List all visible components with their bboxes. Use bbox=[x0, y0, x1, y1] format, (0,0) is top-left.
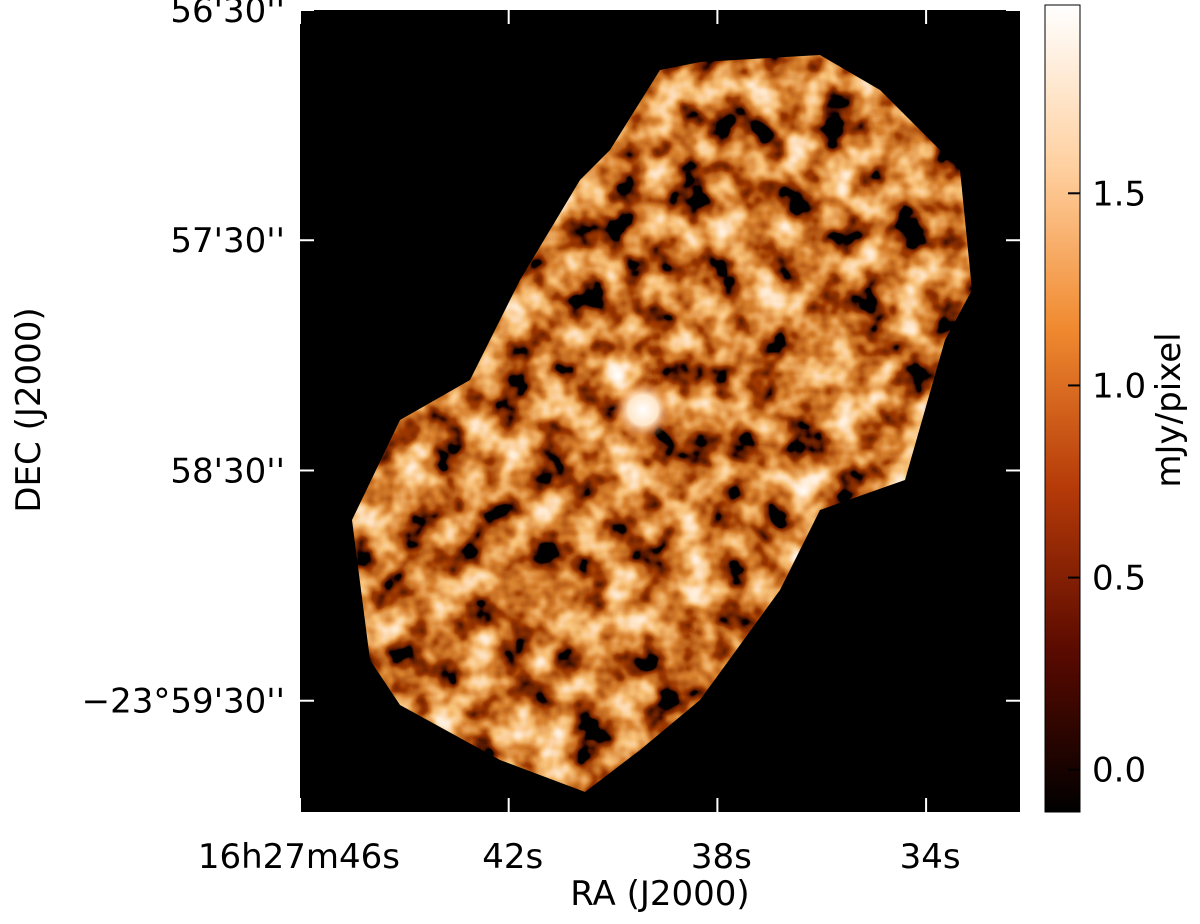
y-tick-label: −23°59'30'' bbox=[82, 682, 285, 722]
point-source bbox=[613, 380, 673, 440]
colorbar-tick-label: 0.5 bbox=[1092, 559, 1146, 599]
x-tick-label: 42s bbox=[482, 837, 543, 877]
y-tick-label: 58'30'' bbox=[170, 451, 285, 491]
y-tick-label: 56'30'' bbox=[170, 0, 285, 31]
x-tick-label: 38s bbox=[691, 837, 752, 877]
y-axis-title: DEC (J2000) bbox=[9, 307, 49, 512]
colorbar-title: mJy/pixel bbox=[1149, 332, 1189, 487]
colorbar-tick-label: 0.0 bbox=[1092, 751, 1146, 791]
colorbar-tick-label: 1.0 bbox=[1092, 366, 1146, 406]
x-axis-title: RA (J2000) bbox=[570, 874, 749, 914]
y-tick-label: 57'30'' bbox=[170, 221, 285, 261]
x-tick-label: 34s bbox=[900, 837, 961, 877]
colorbar bbox=[1044, 4, 1081, 813]
colorbar-tick-label: 1.5 bbox=[1092, 174, 1146, 214]
x-tick-label: 16h27m46s bbox=[198, 837, 400, 877]
